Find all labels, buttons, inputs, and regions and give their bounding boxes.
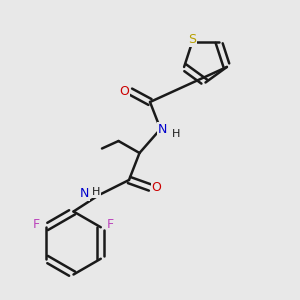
Text: S: S bbox=[188, 33, 196, 46]
Text: F: F bbox=[107, 218, 114, 231]
Text: F: F bbox=[33, 218, 40, 231]
Text: N: N bbox=[80, 187, 89, 200]
Text: O: O bbox=[119, 85, 129, 98]
Text: N: N bbox=[158, 122, 167, 136]
Text: O: O bbox=[152, 181, 161, 194]
Text: H: H bbox=[92, 187, 100, 197]
Text: H: H bbox=[172, 129, 180, 140]
